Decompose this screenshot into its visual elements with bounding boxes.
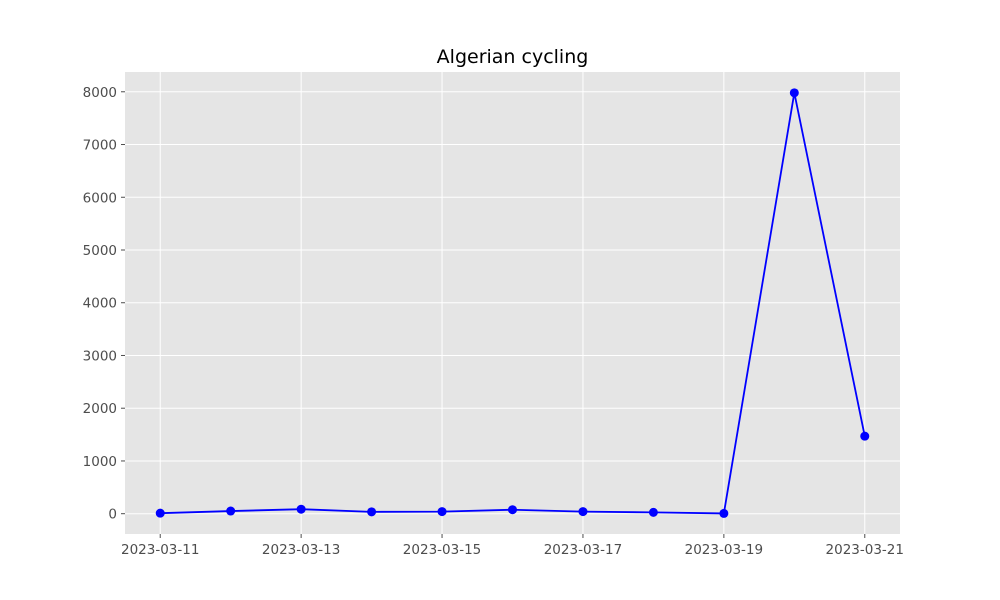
grid-lines	[125, 72, 900, 534]
data-point	[860, 431, 870, 441]
data-point	[226, 506, 236, 516]
data-point	[648, 507, 658, 517]
y-tick-label: 6000	[83, 190, 117, 206]
x-tick-label: 2023-03-13	[262, 542, 340, 558]
data-point	[578, 507, 588, 517]
data-point	[437, 507, 447, 517]
y-tick-label: 4000	[83, 296, 117, 312]
axis-ticks: 0 1000 2000 3000 4000 5000 6000 7000 8000 2023-03…	[83, 85, 904, 558]
x-tick-label: 2023-03-21	[826, 542, 904, 558]
series-layer	[155, 88, 870, 518]
x-tick-label: 2023-03-11	[121, 542, 199, 558]
data-point	[367, 507, 377, 517]
x-tick-label: 2023-03-19	[685, 542, 763, 558]
y-tick-label: 3000	[83, 348, 117, 364]
y-tick-label: 5000	[83, 243, 117, 259]
y-tick-label: 8000	[83, 85, 117, 101]
data-point	[719, 508, 729, 518]
y-tick-label: 0	[108, 507, 117, 523]
x-tick-label: 2023-03-15	[403, 542, 481, 558]
y-tick-label: 2000	[83, 401, 117, 417]
data-point	[789, 88, 799, 98]
x-tick-label: 2023-03-17	[544, 542, 622, 558]
data-point	[508, 505, 517, 515]
chart-title: Algerian cycling	[437, 46, 589, 68]
y-tick-label: 7000	[83, 138, 117, 154]
data-point	[296, 504, 306, 514]
y-tick-label: 1000	[83, 454, 117, 470]
data-point	[155, 508, 165, 518]
